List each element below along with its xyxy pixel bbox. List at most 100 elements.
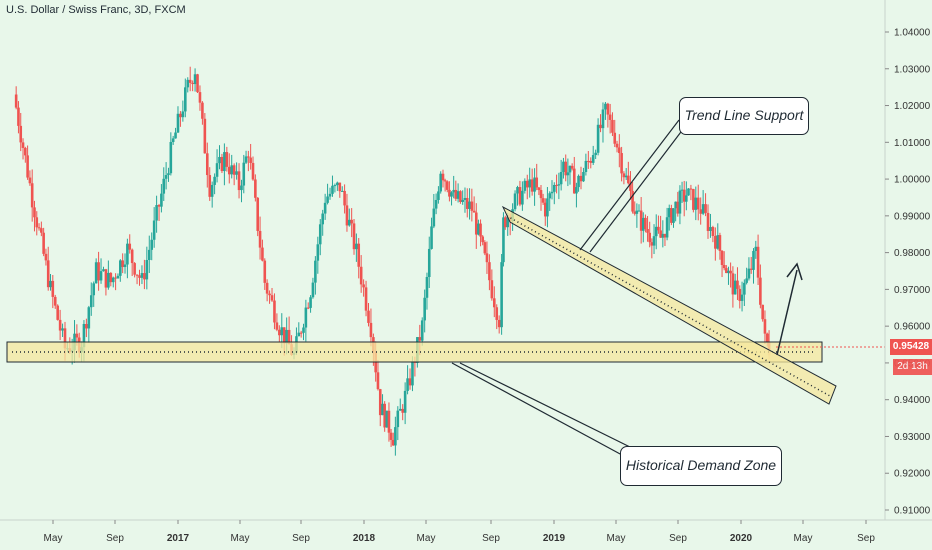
candle-body: [756, 246, 760, 278]
candle-body: [225, 152, 229, 167]
y-tick-label: 0.96000: [894, 322, 931, 333]
candle-body: [577, 175, 580, 188]
candle-body: [694, 197, 698, 210]
candle-body: [355, 243, 358, 250]
x-tick-label: 2017: [167, 533, 190, 544]
candle-body: [24, 147, 27, 156]
candle-body: [169, 141, 173, 174]
candle-body: [566, 172, 570, 176]
candle-body: [481, 236, 484, 243]
candle-body: [552, 184, 556, 192]
candle-body: [503, 217, 507, 228]
x-tick-label: May: [794, 533, 813, 544]
candle-body: [502, 217, 505, 263]
candle-body: [30, 183, 34, 208]
candle-body: [411, 361, 414, 386]
candle-body: [654, 226, 658, 237]
candle-body: [85, 323, 88, 329]
x-tick-label: May: [607, 533, 626, 544]
candle-body: [557, 184, 561, 186]
candle-body: [706, 212, 710, 231]
candle-body: [398, 408, 402, 411]
x-tick-label: May: [44, 533, 63, 544]
candle-body: [635, 210, 639, 214]
candle-body: [210, 184, 214, 197]
candle-body: [176, 113, 180, 133]
candle-body: [383, 403, 386, 428]
candle-body: [652, 236, 656, 246]
x-tick-label: Sep: [857, 533, 875, 544]
candle-body: [26, 155, 29, 178]
candle-body: [743, 282, 746, 295]
candle-body: [425, 276, 429, 298]
candle-body: [174, 132, 177, 139]
candle-body: [711, 227, 715, 236]
trend-line-label: Trend Line Support: [679, 97, 809, 135]
candle-body: [381, 403, 384, 416]
candle-body: [729, 270, 732, 274]
candle-body: [665, 217, 669, 238]
candle-body: [611, 119, 614, 133]
trend-line-channel[interactable]: [501, 205, 837, 405]
candle-body: [752, 250, 755, 270]
candle-body: [608, 114, 612, 120]
candle-body: [754, 246, 758, 251]
candle-body: [615, 143, 619, 148]
demand-zone[interactable]: [6, 341, 823, 363]
candle-body: [338, 182, 342, 192]
candle-body: [82, 323, 86, 348]
candle-body: [51, 280, 55, 297]
candle-body: [193, 74, 197, 85]
candle-body: [528, 179, 532, 188]
candle-body: [37, 227, 41, 229]
candle-body: [350, 219, 353, 224]
candle-body: [336, 182, 339, 186]
candle-body: [309, 297, 312, 308]
candle-body: [550, 191, 554, 194]
y-tick-label: 0.92000: [894, 469, 931, 480]
candle-body: [247, 156, 250, 158]
candle-body: [646, 229, 649, 233]
candle-body: [657, 226, 660, 231]
candle-body: [164, 175, 168, 179]
candle-body: [606, 103, 610, 115]
candle-body: [181, 111, 185, 118]
candle-body: [589, 160, 593, 163]
candle-body: [58, 319, 62, 331]
candle-body: [704, 204, 707, 213]
candle-body: [477, 223, 480, 235]
candle-body: [663, 233, 667, 238]
candle-body: [282, 327, 286, 344]
candle-body: [459, 191, 462, 202]
candle-body: [109, 272, 113, 283]
y-tick-label: 0.98000: [894, 248, 931, 259]
candle-body: [537, 187, 541, 191]
candle-body: [306, 307, 310, 309]
candle-body: [696, 197, 700, 210]
candle-body: [364, 287, 368, 311]
candle-body: [575, 187, 578, 194]
y-tick-label: 1.04000: [894, 28, 931, 39]
candle-body: [725, 268, 728, 274]
candle-body: [620, 153, 623, 174]
candle-body: [497, 319, 501, 328]
candle-body: [385, 410, 389, 428]
candle-body: [270, 295, 274, 301]
candle-body: [474, 212, 478, 235]
candle-body: [506, 216, 510, 228]
candle-body: [99, 271, 103, 281]
candle-body: [639, 210, 643, 231]
candle-body: [761, 304, 764, 320]
candle-body: [594, 152, 597, 156]
candle-body: [135, 274, 139, 276]
candle-body: [147, 249, 151, 260]
candle-body: [500, 262, 503, 328]
candle-body: [111, 277, 115, 283]
candle-body: [633, 211, 637, 214]
x-tick-label: Sep: [106, 533, 124, 544]
candle-body: [331, 185, 334, 194]
candle-body: [555, 184, 558, 186]
candle-body: [714, 235, 717, 249]
candle-body: [333, 185, 337, 187]
